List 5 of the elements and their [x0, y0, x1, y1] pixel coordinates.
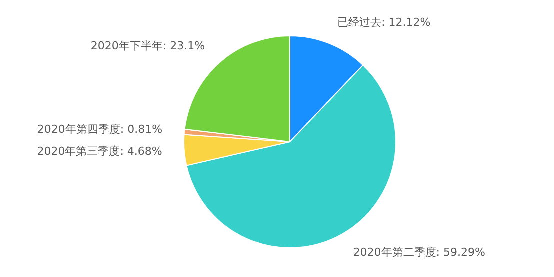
slice-label: 2020年下半年: 23.1%: [90, 39, 206, 52]
slice-label: 2020年第三季度: 4.68%: [37, 145, 162, 158]
slice-label: 2020年第四季度: 0.81%: [37, 122, 163, 136]
slice-label: 2020年第二季度: 59.29%: [353, 246, 486, 260]
slice-label: 已经过去: 12.12%: [338, 16, 431, 30]
